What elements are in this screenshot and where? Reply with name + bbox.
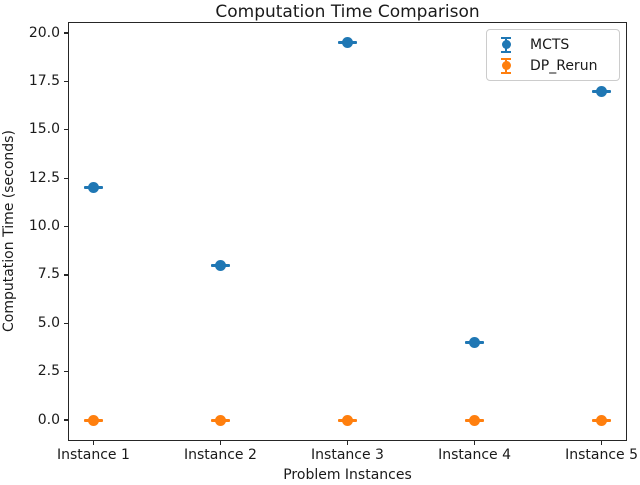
errorbar-marker-icon (494, 56, 518, 76)
y-tick-label: 17.5 (28, 72, 60, 89)
x-tick-label: Instance 2 (184, 447, 257, 463)
y-axis-label: Computation Time (seconds) (1, 130, 17, 333)
chart-title: Computation Time Comparison (215, 2, 480, 22)
x-tick-label: Instance 4 (438, 447, 511, 463)
legend-label-mcts: MCTS (530, 36, 570, 53)
legend-item-dp-rerun: DP_Rerun (494, 55, 611, 76)
y-tick-mark (64, 129, 68, 131)
x-tick-label: Instance 3 (311, 447, 384, 463)
y-tick-label: 5.0 (37, 314, 60, 331)
x-tick-mark (473, 441, 476, 445)
y-tick-mark (64, 371, 68, 373)
y-tick-mark (64, 32, 68, 34)
legend-item-mcts: MCTS (494, 34, 611, 55)
x-tick-mark (219, 441, 222, 445)
x-tick-mark (600, 441, 603, 445)
legend-label-dp-rerun: DP_Rerun (530, 57, 598, 74)
y-tick-mark (64, 322, 68, 324)
legend: MCTS DP_Rerun (486, 29, 620, 81)
errorbar-marker-icon (494, 35, 518, 55)
y-tick-mark (64, 80, 68, 82)
y-tick-label: 15.0 (28, 121, 60, 138)
y-tick-mark (64, 225, 68, 228)
y-tick-mark (64, 419, 68, 421)
x-axis-label: Problem Instances (283, 467, 412, 483)
y-tick-label: 0.0 (37, 411, 60, 428)
x-tick-mark (346, 441, 349, 445)
y-tick-label: 7.5 (37, 266, 60, 283)
x-tick-mark (92, 441, 94, 445)
y-tick-label: 12.5 (28, 169, 60, 186)
x-tick-label: Instance 1 (56, 447, 130, 463)
plot-area (68, 22, 627, 441)
y-tick-label: 2.5 (37, 363, 60, 380)
y-tick-mark (64, 177, 68, 179)
x-tick-label: Instance 5 (565, 447, 639, 463)
y-tick-label: 10.0 (28, 218, 60, 235)
y-tick-label: 20.0 (28, 24, 60, 41)
y-tick-mark (64, 274, 68, 276)
